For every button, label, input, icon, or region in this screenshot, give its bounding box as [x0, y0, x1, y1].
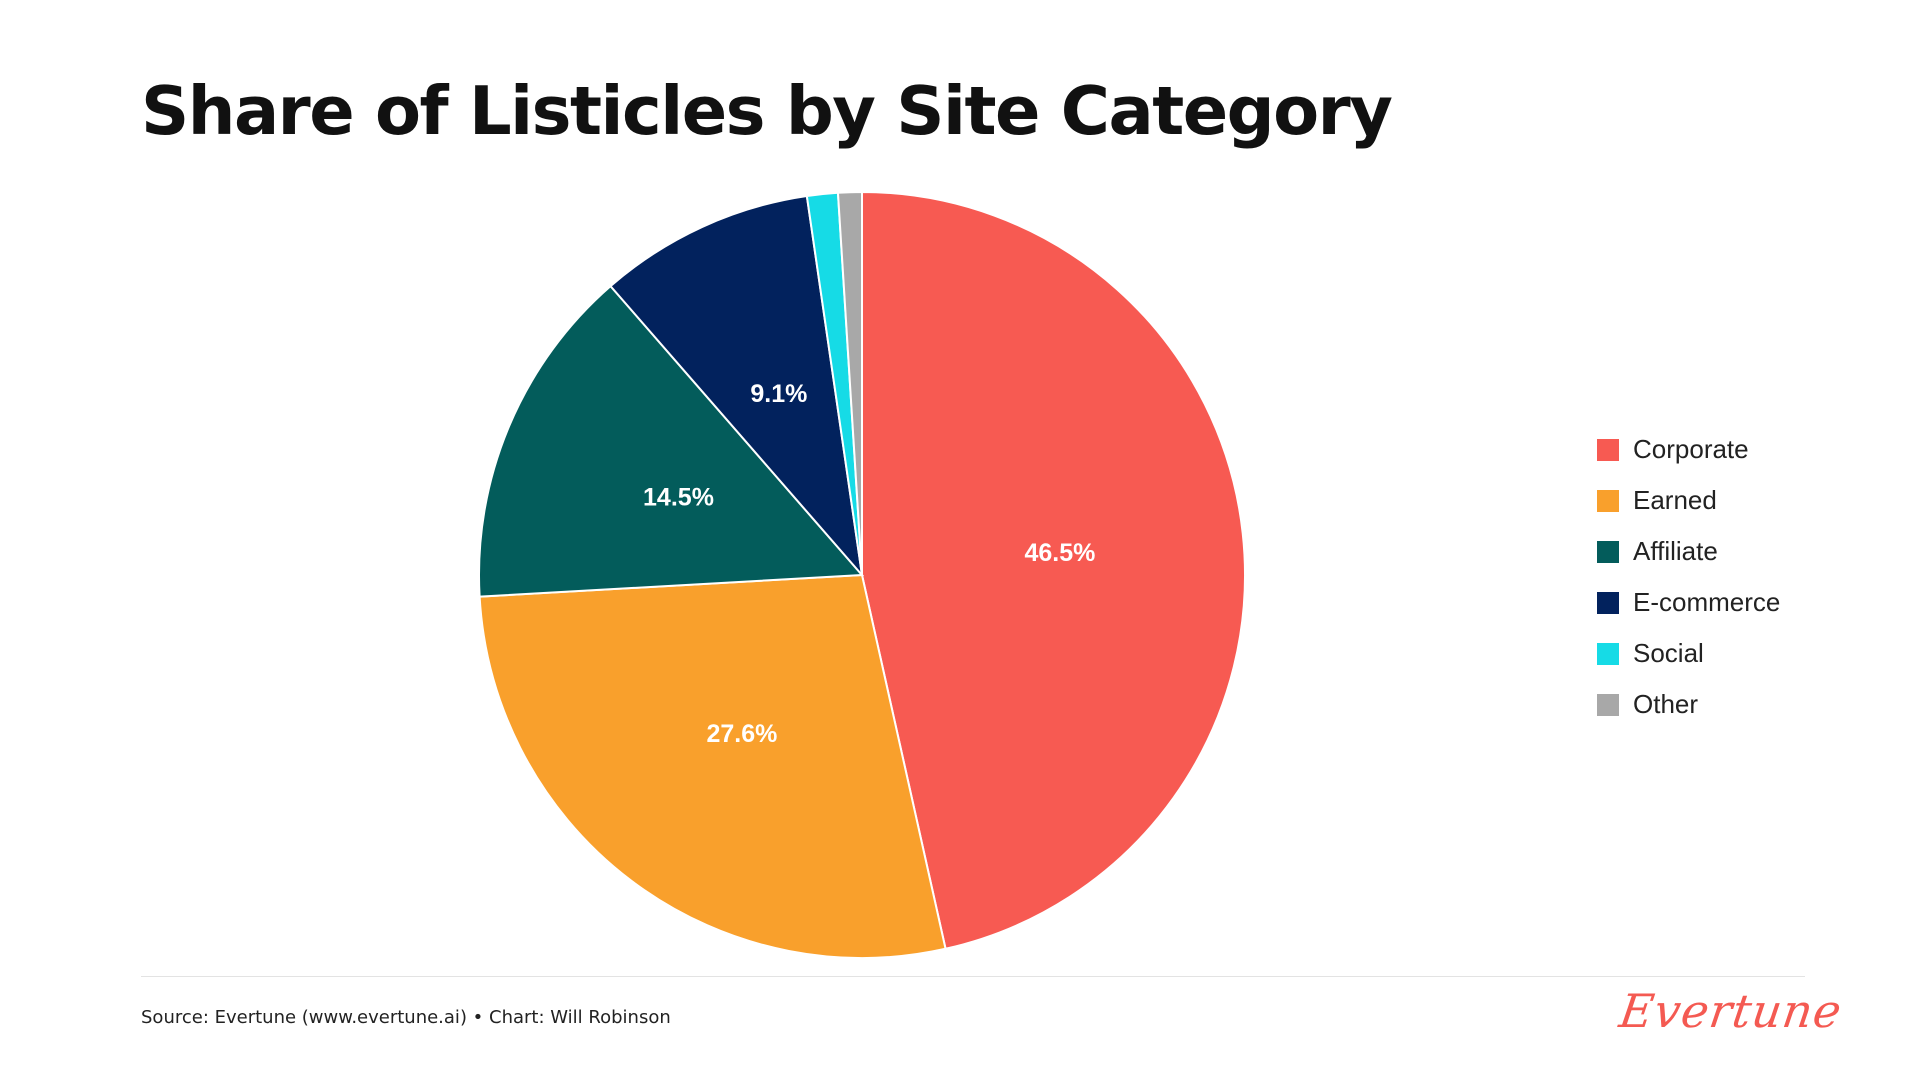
slice-value-label-e-commerce: 9.1% [750, 380, 807, 408]
pie-slice-corporate [861, 190, 1246, 950]
chart-title: Share of Listicles by Site Category [141, 72, 1393, 150]
legend-label: Earned [1633, 485, 1717, 515]
footer-divider [141, 976, 1805, 977]
legend-item-other: Other [1597, 679, 1780, 730]
legend-item-social: Social [1597, 628, 1780, 679]
pie-slice-affiliate [478, 284, 865, 598]
pie-slice-e-commerce [609, 194, 864, 579]
legend-label: Social [1633, 638, 1704, 668]
legend-label: Affiliate [1633, 536, 1718, 566]
legend-item-e-commerce: E-commerce [1597, 577, 1780, 628]
slice-value-label-affiliate: 14.5% [643, 484, 714, 512]
pie-slice-earned [478, 573, 947, 959]
legend-swatch [1597, 540, 1619, 563]
legend-swatch [1597, 693, 1619, 716]
legend-label: Corporate [1633, 434, 1749, 464]
legend-swatch [1597, 591, 1619, 614]
legend-item-affiliate: Affiliate [1597, 526, 1780, 577]
pie-slice-other [836, 190, 863, 576]
source-credit: Source: Evertune (www.evertune.ai) • Cha… [141, 1007, 671, 1028]
legend-label: E-commerce [1633, 587, 1781, 617]
evertune-logo: Evertune [1616, 984, 1846, 1038]
pie-value-labels: 46.5% 27.6% 14.5% 9.1% [643, 380, 1095, 748]
pie-slices [478, 190, 1246, 959]
legend-swatch [1597, 489, 1619, 512]
legend-swatch [1597, 438, 1619, 461]
legend-item-earned: Earned [1597, 475, 1780, 526]
slice-value-label-earned: 27.6% [706, 720, 777, 748]
legend-item-corporate: Corporate [1597, 424, 1780, 475]
legend-swatch [1597, 642, 1619, 665]
legend-label: Other [1633, 689, 1699, 719]
slice-value-label-corporate: 46.5% [1025, 539, 1096, 567]
chart-legend: Corporate Earned Affiliate E-commerce Social… [1597, 424, 1780, 730]
